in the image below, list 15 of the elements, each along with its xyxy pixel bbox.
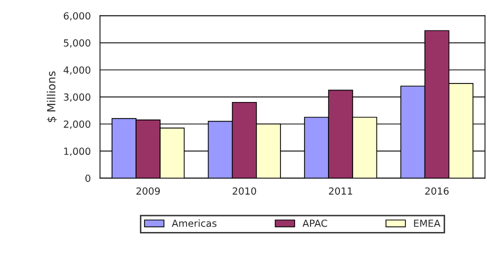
y-tick-label: 2,000 (64, 120, 90, 129)
x-tick-label: 2010 (232, 187, 256, 195)
y-tick-label: 0 (85, 174, 90, 182)
y-tick-label: 3,000 (64, 93, 90, 102)
x-tick-label: 2009 (136, 187, 160, 195)
y-axis-title: $ Millions (46, 71, 57, 122)
legend-label: APAC (302, 220, 328, 227)
legend-label: EMEA (414, 220, 440, 227)
y-tick-label: 4,000 (64, 66, 90, 75)
x-tick-label: 2011 (328, 187, 352, 195)
y-tick-label: 1,000 (64, 148, 90, 156)
y-tick-label: 6,000 (64, 12, 90, 21)
y-tick-label: 5,000 (64, 39, 90, 48)
legend-label: Americas (172, 219, 216, 227)
x-tick-label: 2016 (425, 187, 449, 195)
